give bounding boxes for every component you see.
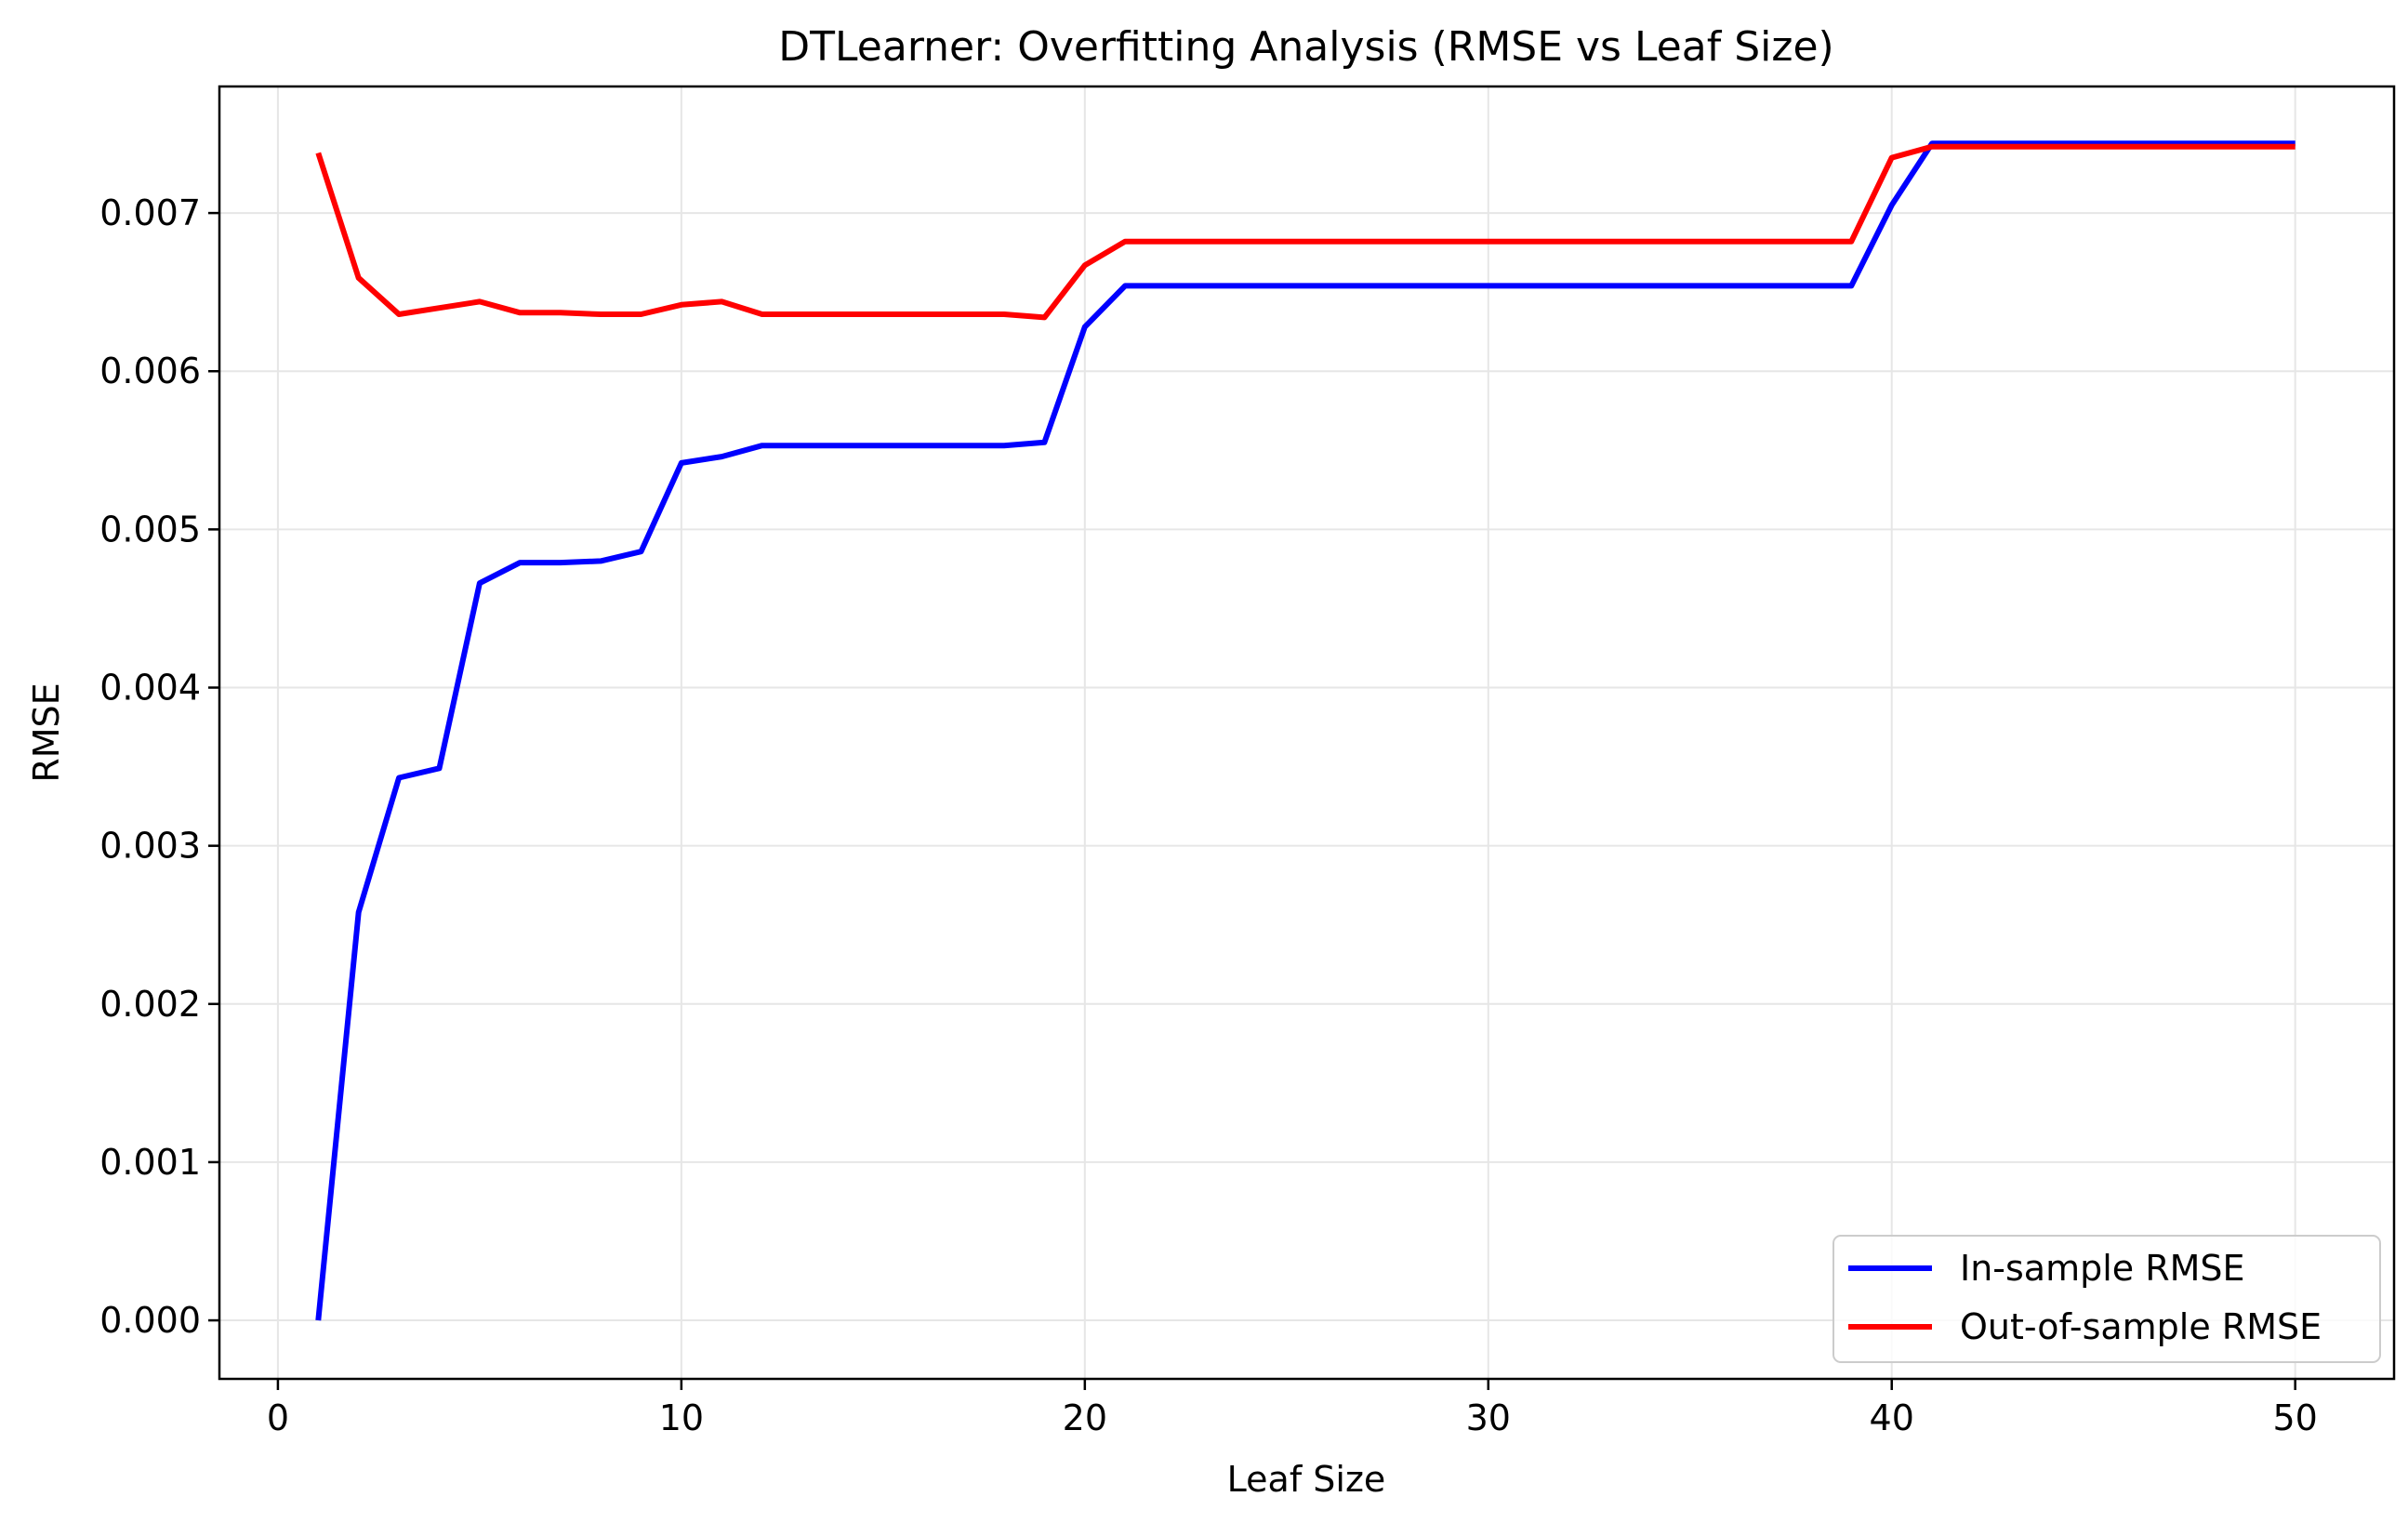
y-tick-label: 0.006 xyxy=(99,351,201,391)
series-line-in-sample xyxy=(315,140,2296,1321)
y-axis-label: RMSE xyxy=(26,682,67,782)
y-axis-ticks: 0.000 0.001 0.002 0.003 0.004 0.005 0.006 0.007 xyxy=(99,192,219,1341)
y-tick-label: 0.001 xyxy=(99,1142,201,1183)
y-tick-label: 0.004 xyxy=(99,668,201,709)
x-tick-label: 0 xyxy=(267,1397,289,1438)
series-line-out-of-sample xyxy=(315,143,2296,321)
legend-label-in-sample: In-sample RMSE xyxy=(1960,1248,2245,1289)
legend-box xyxy=(1832,1235,2381,1363)
grid-lines xyxy=(219,86,2394,1379)
y-tick-label: 0.002 xyxy=(99,984,201,1025)
y-tick-label: 0.005 xyxy=(99,509,201,550)
x-tick-label: 10 xyxy=(659,1397,704,1438)
y-tick-label: 0.000 xyxy=(99,1300,201,1341)
plot-frame xyxy=(218,85,2396,1381)
legend: In-sample RMSE Out-of-sample RMSE xyxy=(1832,1235,2381,1363)
legend-label-out-of-sample: Out-of-sample RMSE xyxy=(1960,1306,2322,1347)
y-tick-label: 0.007 xyxy=(99,192,201,233)
y-tick-label: 0.003 xyxy=(99,826,201,867)
series-lines xyxy=(315,140,2296,1321)
x-tick-label: 40 xyxy=(1870,1397,1914,1438)
x-tick-label: 20 xyxy=(1063,1397,1107,1438)
x-tick-label: 50 xyxy=(2273,1397,2318,1438)
x-tick-label: 30 xyxy=(1466,1397,1511,1438)
chart-title: DTLearner: Overfitting Analysis (RMSE vs… xyxy=(778,23,1833,71)
x-axis-label: Leaf Size xyxy=(1227,1459,1386,1500)
x-axis-ticks: 0 10 20 30 40 50 xyxy=(267,1379,2318,1438)
